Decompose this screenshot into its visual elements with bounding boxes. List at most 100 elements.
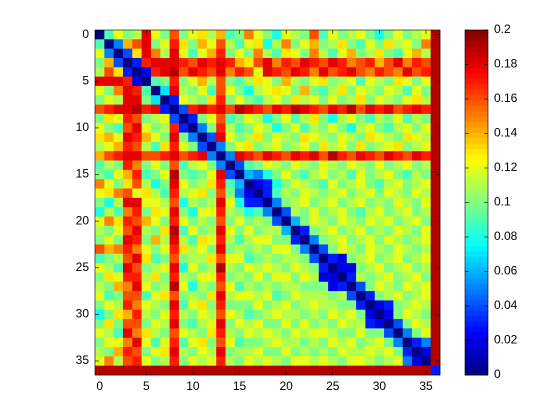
cell — [244, 253, 254, 264]
cell — [141, 188, 152, 199]
cell — [197, 132, 208, 143]
cell — [281, 300, 292, 311]
cell — [281, 272, 292, 283]
cell — [150, 67, 161, 77]
cell — [104, 197, 114, 208]
cell — [300, 169, 310, 180]
cell — [95, 365, 105, 376]
cell — [262, 188, 273, 199]
cell — [132, 347, 142, 357]
cell — [309, 67, 320, 77]
cell — [272, 253, 282, 264]
cell — [384, 235, 394, 245]
cell — [95, 169, 105, 180]
colorbar-strip — [465, 321, 488, 327]
cell — [309, 76, 320, 87]
cell — [365, 67, 376, 77]
cell — [178, 300, 189, 311]
colorbar-tick-label: 0.14 — [494, 126, 518, 140]
cell — [430, 85, 441, 96]
colorbar-strip — [465, 283, 488, 290]
cell — [346, 160, 357, 171]
cell — [430, 356, 441, 366]
cell — [281, 319, 292, 329]
cell — [225, 281, 236, 292]
cell — [402, 319, 413, 329]
cell — [365, 160, 376, 171]
cell — [346, 30, 357, 40]
cell — [374, 151, 385, 161]
cell — [318, 67, 329, 77]
cell — [346, 272, 357, 283]
cell — [402, 113, 413, 124]
cell — [356, 235, 366, 245]
cell — [141, 85, 152, 96]
cell — [337, 291, 348, 301]
cell — [262, 281, 273, 292]
cell — [244, 244, 254, 255]
cell — [402, 347, 413, 357]
cell — [300, 197, 310, 208]
cell — [150, 244, 161, 255]
cell — [281, 85, 292, 96]
cell — [430, 67, 441, 77]
cell — [309, 30, 320, 40]
cell — [421, 95, 431, 105]
cell — [262, 85, 273, 96]
cell — [374, 216, 385, 227]
colorbar-strip — [465, 272, 488, 279]
x-tick-label: 35 — [419, 379, 433, 393]
cell — [197, 123, 208, 133]
cell — [253, 39, 264, 49]
cell — [384, 188, 394, 199]
cell — [393, 48, 404, 59]
cell — [234, 309, 245, 320]
cell — [244, 235, 254, 245]
cell — [328, 76, 338, 87]
cell — [412, 160, 422, 171]
cell — [272, 347, 282, 357]
cell — [160, 207, 170, 217]
cell — [169, 263, 180, 273]
cell — [356, 179, 366, 189]
cell — [113, 207, 124, 217]
cell — [365, 300, 376, 311]
cell — [178, 169, 189, 180]
cell — [122, 263, 133, 273]
cell — [244, 39, 254, 49]
cell — [412, 263, 422, 273]
cell — [225, 244, 236, 255]
cell — [412, 67, 422, 77]
cell — [160, 48, 170, 59]
cell — [244, 328, 254, 339]
cell — [328, 291, 338, 301]
cell — [216, 104, 226, 115]
cell — [300, 85, 310, 96]
cell — [244, 365, 254, 376]
cell — [188, 113, 198, 124]
cell — [272, 300, 282, 311]
cell — [188, 132, 198, 143]
cell — [328, 253, 338, 264]
cell — [290, 328, 301, 339]
cell — [150, 253, 161, 264]
cell — [160, 337, 170, 348]
colorbar-strip — [465, 369, 488, 376]
cell — [384, 337, 394, 348]
axes: 0 5 10 15 20 25 30 35 0 5 10 15 20 25 30 35 — [76, 27, 441, 393]
x-tick-label: 0 — [96, 379, 103, 393]
cell — [393, 309, 404, 320]
colorbar-strip — [465, 358, 488, 365]
colorbar-strip — [465, 105, 488, 112]
cell — [421, 347, 431, 357]
cell — [178, 356, 189, 366]
cell — [309, 113, 320, 124]
cell — [132, 57, 142, 68]
cell — [337, 309, 348, 320]
cell — [328, 235, 338, 245]
y-tick-label: 35 — [76, 353, 90, 367]
cell — [104, 281, 114, 292]
cell — [337, 141, 348, 152]
cell — [141, 253, 152, 264]
cell — [188, 207, 198, 217]
